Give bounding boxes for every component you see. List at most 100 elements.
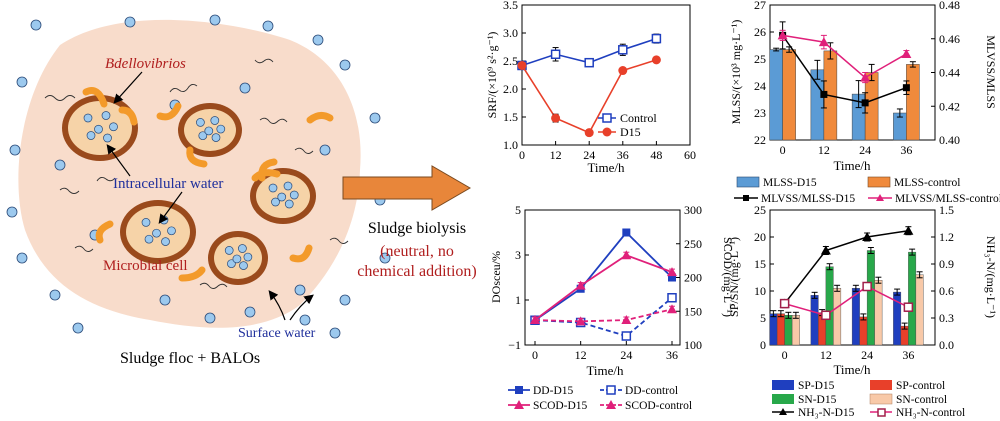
chart-sp-ylabel: SP/SN/(mg·L⁻¹) xyxy=(727,237,741,317)
intracellular-water xyxy=(289,190,299,200)
bdellovibrio-cells xyxy=(82,87,334,282)
y-tick-label: 27 xyxy=(754,0,766,12)
legend-control: Control xyxy=(620,111,657,125)
y-tick-label: 26 xyxy=(754,25,766,39)
x-tick-label: 24 xyxy=(620,348,632,362)
data-point xyxy=(517,60,527,70)
line-NH₃-N-D15 xyxy=(784,229,909,305)
x-tick-label: 0 xyxy=(782,348,788,362)
arrow-surface-2 xyxy=(289,294,314,321)
water-bubble xyxy=(49,289,61,301)
y-tick-label: 1 xyxy=(515,293,521,307)
water-bubble xyxy=(204,312,216,324)
bar-SP-D15 xyxy=(769,313,778,346)
intracellular-water xyxy=(103,133,112,143)
x-tick-label: 0 xyxy=(532,348,538,362)
y-tick-label: 3.5 xyxy=(503,0,518,12)
label-bdellovibrios: Bdellovibrios xyxy=(105,56,186,72)
line-DD-D15 xyxy=(534,231,673,321)
chart-do-xlabel: Time/h xyxy=(586,363,624,378)
data-point xyxy=(818,37,829,47)
water-bubble xyxy=(124,16,136,28)
water-bubble xyxy=(244,306,256,318)
arrow-bdellovibrios xyxy=(113,71,143,104)
flagellum xyxy=(259,117,288,124)
water-bubble xyxy=(294,284,306,296)
legend-dd-d15: DD-D15 xyxy=(533,385,573,397)
y-tick-label: 2.5 xyxy=(503,54,518,68)
x-tick-label: 24 xyxy=(859,143,871,157)
data-point xyxy=(903,302,914,312)
data-point xyxy=(667,293,677,303)
y2-tick-label: 0.44 xyxy=(939,66,960,80)
y-tick-label: 1.0 xyxy=(503,138,518,152)
water-bubble xyxy=(319,144,331,156)
y2-tick-label: 0.48 xyxy=(939,0,960,12)
data-point xyxy=(667,304,677,314)
legend-mlvss-d15: MLVSS/MLSS-D15 xyxy=(761,193,855,205)
x-tick-label: 36 xyxy=(900,143,912,157)
water-bubble xyxy=(262,20,274,32)
data-point xyxy=(902,84,910,92)
label-microbial-cell: Microbial cell xyxy=(103,258,188,274)
chart-srf: 0 12 24 36 48 60 1.0 1.5 2.0 2.5 3.0 3.5 Time/h SRF… xyxy=(485,0,696,175)
intracellular-water xyxy=(277,192,287,202)
legend-sn-d15: SN-D15 xyxy=(798,394,837,406)
data-point xyxy=(862,232,873,241)
data-point xyxy=(575,280,586,290)
water-bubble xyxy=(16,252,28,264)
intracellular-water xyxy=(216,124,226,134)
data-point xyxy=(903,225,914,235)
bar-SN-control xyxy=(874,280,883,346)
legend-mlvss-control: MLVSS/MLSS-control xyxy=(895,193,1000,205)
water-bubble xyxy=(329,327,341,339)
intracellular-water xyxy=(204,126,214,136)
data-point xyxy=(861,99,869,107)
data-point xyxy=(777,30,788,40)
intracellular-water xyxy=(101,111,111,120)
label-sludge-biolysis: Sludge biolysis xyxy=(368,220,466,237)
x-tick-label: 12 xyxy=(820,348,832,362)
y-tick-label: 5 xyxy=(515,203,521,217)
water-bubble xyxy=(16,76,28,88)
flagellum xyxy=(74,245,94,252)
x-tick-label: 36 xyxy=(902,348,914,362)
data-point xyxy=(651,55,661,65)
y2-tick-label: 0.9 xyxy=(939,257,954,271)
data-point xyxy=(668,273,676,282)
chart-mlss-xlabel: Time/h xyxy=(833,158,871,173)
chart-do-y2label: SCOD/(mg·L⁻¹) xyxy=(721,237,735,317)
water-bubble xyxy=(30,19,42,31)
x-tick-label: 12 xyxy=(550,148,562,162)
bar-SP-control xyxy=(859,316,868,346)
y2-tick-label: 250 xyxy=(684,237,702,251)
water-bubble xyxy=(159,294,171,306)
water-bubble xyxy=(379,252,391,264)
legend-nh3-d15: NH₃-N-D15 xyxy=(798,407,855,419)
y-tick-label: 5 xyxy=(760,311,766,325)
water-bubble xyxy=(369,112,381,124)
data-point xyxy=(820,90,828,98)
chart-srf-legend: Control D15 xyxy=(598,111,657,139)
chart-srf-frame xyxy=(521,4,691,146)
intracellular-water xyxy=(94,124,103,134)
line-NH₃-N-control xyxy=(784,285,909,317)
arrow-intracellular-2 xyxy=(158,191,183,224)
data-point xyxy=(779,298,790,309)
y-tick-label: 3.0 xyxy=(503,26,518,40)
y2-tick-label: 0.3 xyxy=(939,311,954,325)
chart-do-legend: DD-D15 DD-control SCOD-D15 SCOD-control xyxy=(508,385,692,412)
legend-scod-control: SCOD-control xyxy=(625,400,692,412)
x-tick-label: 0 xyxy=(780,143,786,157)
bar-SN-D15 xyxy=(784,315,793,346)
chart-mlss: 0 12 24 362223242526270.400.420.440.460.48 … xyxy=(729,0,1000,205)
data-point xyxy=(621,315,632,325)
flagellum xyxy=(44,95,76,101)
chart-do-frame xyxy=(524,209,681,346)
legend-d15: D15 xyxy=(620,125,641,139)
flagellum xyxy=(96,176,116,182)
water-bubble xyxy=(299,314,311,326)
water-bubble xyxy=(6,206,18,218)
bar-SN-control xyxy=(915,274,924,346)
